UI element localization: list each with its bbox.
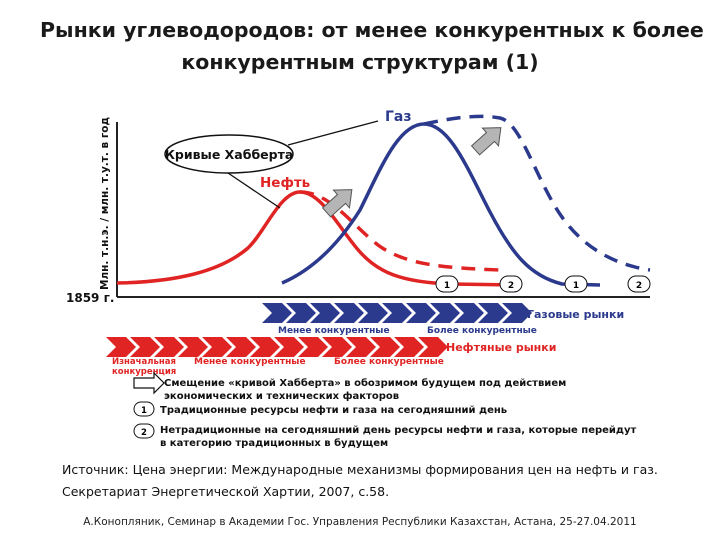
- legend-item-2-text-1: Нетрадиционные на сегодняшний день ресур…: [160, 424, 637, 436]
- oil-band-more-competitive: Более конкурентные: [334, 357, 444, 367]
- y-axis-label: Млн. т.н.э. / млн. т.у.т. в год: [99, 117, 111, 290]
- marker-gas-traditional: 1: [564, 275, 588, 293]
- svg-text:2: 2: [636, 281, 642, 291]
- oil-band-initial-competition-1: Изначальная: [112, 357, 176, 367]
- gas-curve-label: Газ: [385, 109, 412, 125]
- oil-band-less-competitive: Менее конкурентные: [194, 357, 306, 367]
- legend-item-2-text-2: в категорию традиционных в будущем: [160, 437, 388, 449]
- title-line-2: конкурентным структурам (1): [181, 50, 539, 74]
- title-line-1: Рынки углеводородов: от менее конкурентн…: [40, 18, 704, 42]
- oil-market-band: [106, 337, 448, 357]
- svg-text:1: 1: [573, 281, 579, 291]
- slide-footer: А.Конопляник, Семинар в Академии Гос. Уп…: [83, 516, 637, 528]
- legend-marker-2: 2: [133, 423, 155, 439]
- gas-band-more-competitive: Более конкурентные: [427, 326, 537, 336]
- marker-oil-unconventional: 2: [499, 275, 523, 293]
- oil-curve-shifted: [299, 190, 501, 272]
- source-line-1: Источник: Цена энергии: Международные ме…: [62, 462, 658, 477]
- legend-item-1-text: Традиционные ресурсы нефти и газа на сег…: [160, 404, 507, 416]
- callout-pointer-gas: [287, 120, 379, 146]
- oil-band-initial-competition-2: конкуренция: [112, 367, 176, 377]
- oil-curve-label: Нефть: [260, 175, 310, 191]
- hubbert-callout-text: Кривые Хабберта: [165, 147, 294, 162]
- gas-market-band: [262, 303, 532, 323]
- gas-band-market-label: Газовые рынки: [527, 308, 624, 321]
- x-axis-start-label: 1859 г.: [66, 291, 114, 305]
- callout-pointer-oil: [227, 172, 281, 209]
- svg-text:1: 1: [444, 281, 450, 291]
- shift-arrow-oil: [321, 189, 353, 218]
- gas-band-less-competitive: Менее конкурентные: [278, 326, 390, 336]
- legend-shift-text-2: экономических и технических факторов: [164, 390, 399, 402]
- source-line-2: Секретариат Энергетической Хартии, 2007,…: [62, 484, 390, 499]
- oil-curve: [116, 190, 521, 287]
- legend-shift-arrow-icon: [133, 371, 165, 395]
- oil-band-market-label: Нефтяные рынки: [446, 341, 556, 354]
- marker-gas-unconventional: 2: [627, 275, 651, 293]
- gas-curve-shifted: [423, 114, 651, 272]
- legend-shift-text-1: Смещение «кривой Хабберта» в обозримом б…: [164, 377, 566, 389]
- svg-text:1: 1: [141, 406, 147, 416]
- legend-marker-1: 1: [133, 401, 155, 417]
- shift-arrow-gas: [470, 127, 502, 156]
- svg-text:2: 2: [141, 428, 147, 438]
- marker-oil-traditional: 1: [435, 275, 459, 293]
- svg-text:2: 2: [508, 281, 514, 291]
- source-citation: Источник: Цена энергии: Международные ме…: [62, 459, 662, 503]
- slide-title: Рынки углеводородов: от менее конкурентн…: [40, 14, 704, 78]
